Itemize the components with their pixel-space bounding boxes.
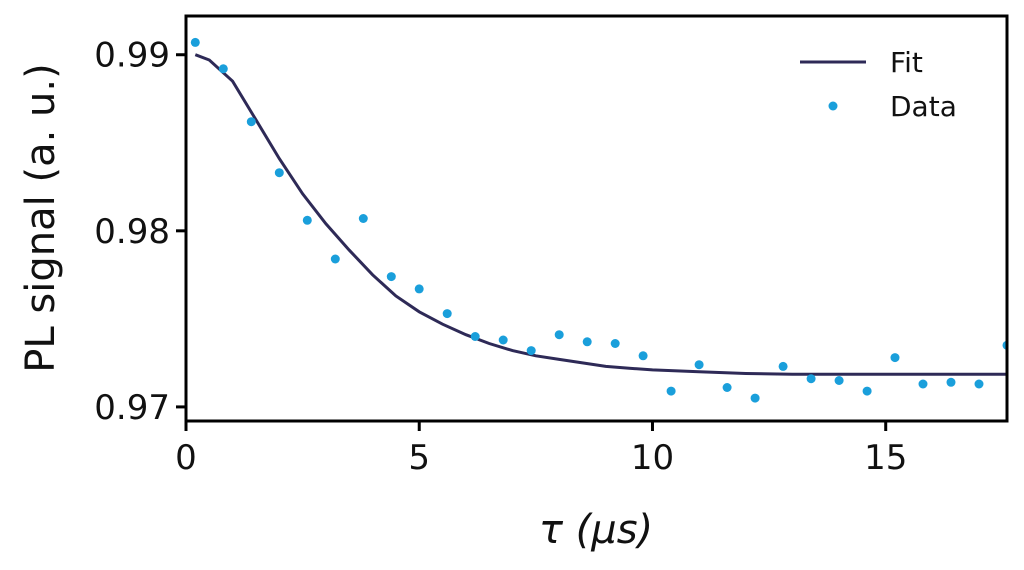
legend-fit-label: Fit <box>890 46 923 79</box>
data-point <box>358 214 368 223</box>
data-point <box>526 346 536 356</box>
x-tick-label: 10 <box>631 438 674 478</box>
y-tick-label: 0.99 <box>94 36 170 76</box>
x-tick-label: 15 <box>864 438 907 478</box>
legend-data-marker <box>828 101 838 111</box>
data-point <box>190 37 200 47</box>
data-point <box>974 379 984 389</box>
data-point <box>414 284 424 294</box>
data-point <box>946 377 956 387</box>
x-axis-label: τ (μs) <box>539 507 653 553</box>
x-tick-label: 0 <box>175 438 197 478</box>
data-point <box>246 117 256 127</box>
data-point <box>638 351 648 361</box>
data-point <box>694 360 704 370</box>
data-point <box>470 332 480 341</box>
data-point <box>666 386 676 396</box>
data-point <box>918 379 928 389</box>
data-point <box>582 337 592 347</box>
data-point <box>498 335 508 345</box>
fit-curve <box>194 53 1007 376</box>
data-point <box>890 353 900 363</box>
data-point <box>806 374 816 384</box>
y-tick-label: 0.97 <box>94 388 170 428</box>
legend-data-label: Data <box>890 90 957 123</box>
plot-frame <box>184 14 1009 423</box>
data-point <box>302 215 312 225</box>
data-point <box>610 339 620 348</box>
data-point <box>778 361 788 371</box>
data-point <box>274 168 284 178</box>
data-point <box>442 309 452 319</box>
x-tick-label: 5 <box>408 438 430 478</box>
data-point <box>834 376 844 385</box>
y-axis-label: PL signal (a. u.) <box>18 63 64 372</box>
data-point <box>862 386 872 396</box>
data-point <box>386 272 396 282</box>
data-point <box>750 393 760 403</box>
legend: Fit Data <box>800 46 957 123</box>
y-tick-label: 0.98 <box>94 212 170 252</box>
data-point <box>554 330 564 340</box>
data-point <box>722 383 732 392</box>
data-point <box>330 254 340 264</box>
data-point <box>218 64 228 74</box>
